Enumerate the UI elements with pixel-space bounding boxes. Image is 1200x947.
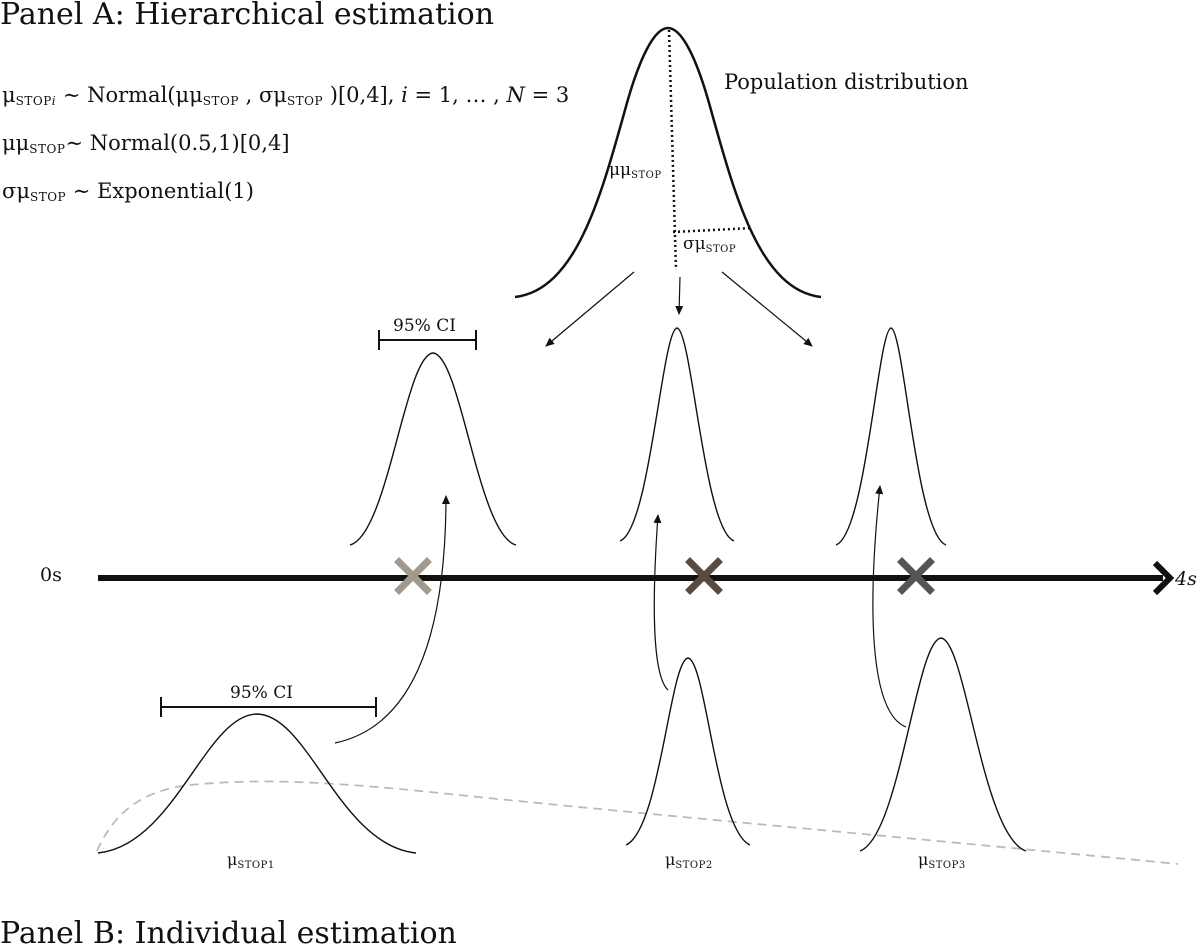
eq1-sub-stop: STOP [15,94,52,108]
axis-start-label: 0s [40,564,62,586]
eq3-pre: σμ [2,179,30,203]
time-axis-arrowhead [1152,560,1175,596]
equation-mu-stop-i: μSTOPi ∼ Normal(μμSTOP , σμSTOP )[0,4], … [2,82,569,114]
eq3-post: ∼ Exponential(1) [66,179,254,203]
ci-label-bottom: 95% CI [230,683,293,703]
eq1-index-i: i [401,83,408,107]
shrink-arrow-3 [872,485,907,728]
eq2-sub: STOP [29,142,66,156]
eq1-sigma: , σμ [238,83,287,107]
mu-mu-stop-label: μμSTOP [609,160,662,181]
individual-curve-3 [859,637,1027,852]
ci-label-top: 95% CI [393,316,456,336]
eq1-sub-stop-3: STOP [286,94,324,108]
eq1-N: N [506,83,525,107]
hierarchical-curve-2 [619,327,735,542]
eq2-pre: μμ [2,131,30,155]
population-sd-line [672,226,753,234]
eq1-eq3: = 3 [524,83,570,107]
shrink-arrow-1 [334,495,450,744]
eq1-range: = 1, … , [407,83,507,107]
population-arrow-center [675,276,684,315]
population-distribution-curve [514,26,822,299]
shrink-arrow-2 [653,514,669,691]
hierarchical-curve-3 [835,327,947,546]
axis-end-label: 4s [1175,568,1197,590]
marker-3-icon [897,557,935,595]
panel-a-title: Panel A: Hierarchical estimation [0,0,495,32]
eq3-sub: STOP [29,190,67,204]
eq1-normal: ∼ Normal(μμ [56,83,203,107]
eq1-sub-stop-2: STOP [202,94,239,108]
sigma-mu-stop-label: σμSTOP [683,234,737,255]
eq1-mu: μ [2,83,16,107]
equation-mu-mu-stop: μμSTOP∼ Normal(0.5,1)[0,4] [2,130,290,162]
eq1-bounds: )[0,4], [323,83,402,107]
population-distribution-label: Population distribution [724,70,969,94]
population-arrow-left [545,271,635,347]
eq2-post: ∼ Normal(0.5,1)[0,4] [65,131,290,155]
ci-bar-top [378,330,477,350]
marker-2-icon [685,557,723,595]
panel-b-title: Panel B: Individual estimation [0,916,457,947]
eq1-sub-i: i [51,94,57,108]
prior-dashed-curve [96,780,1179,865]
hierarchical-curve-1 [349,352,517,546]
individual-label-1: μSTOP1 [227,850,275,871]
equation-sigma-mu-stop: σμSTOP ∼ Exponential(1) [2,178,254,210]
individual-curve-2 [625,657,751,846]
ci-bar-bottom [160,697,377,717]
individual-label-2: μSTOP2 [665,850,713,871]
population-mean-line [667,29,678,271]
individual-label-3: μSTOP3 [918,850,966,871]
marker-1-icon [394,557,432,595]
population-arrow-right [721,271,813,347]
individual-curve-1 [97,713,417,854]
